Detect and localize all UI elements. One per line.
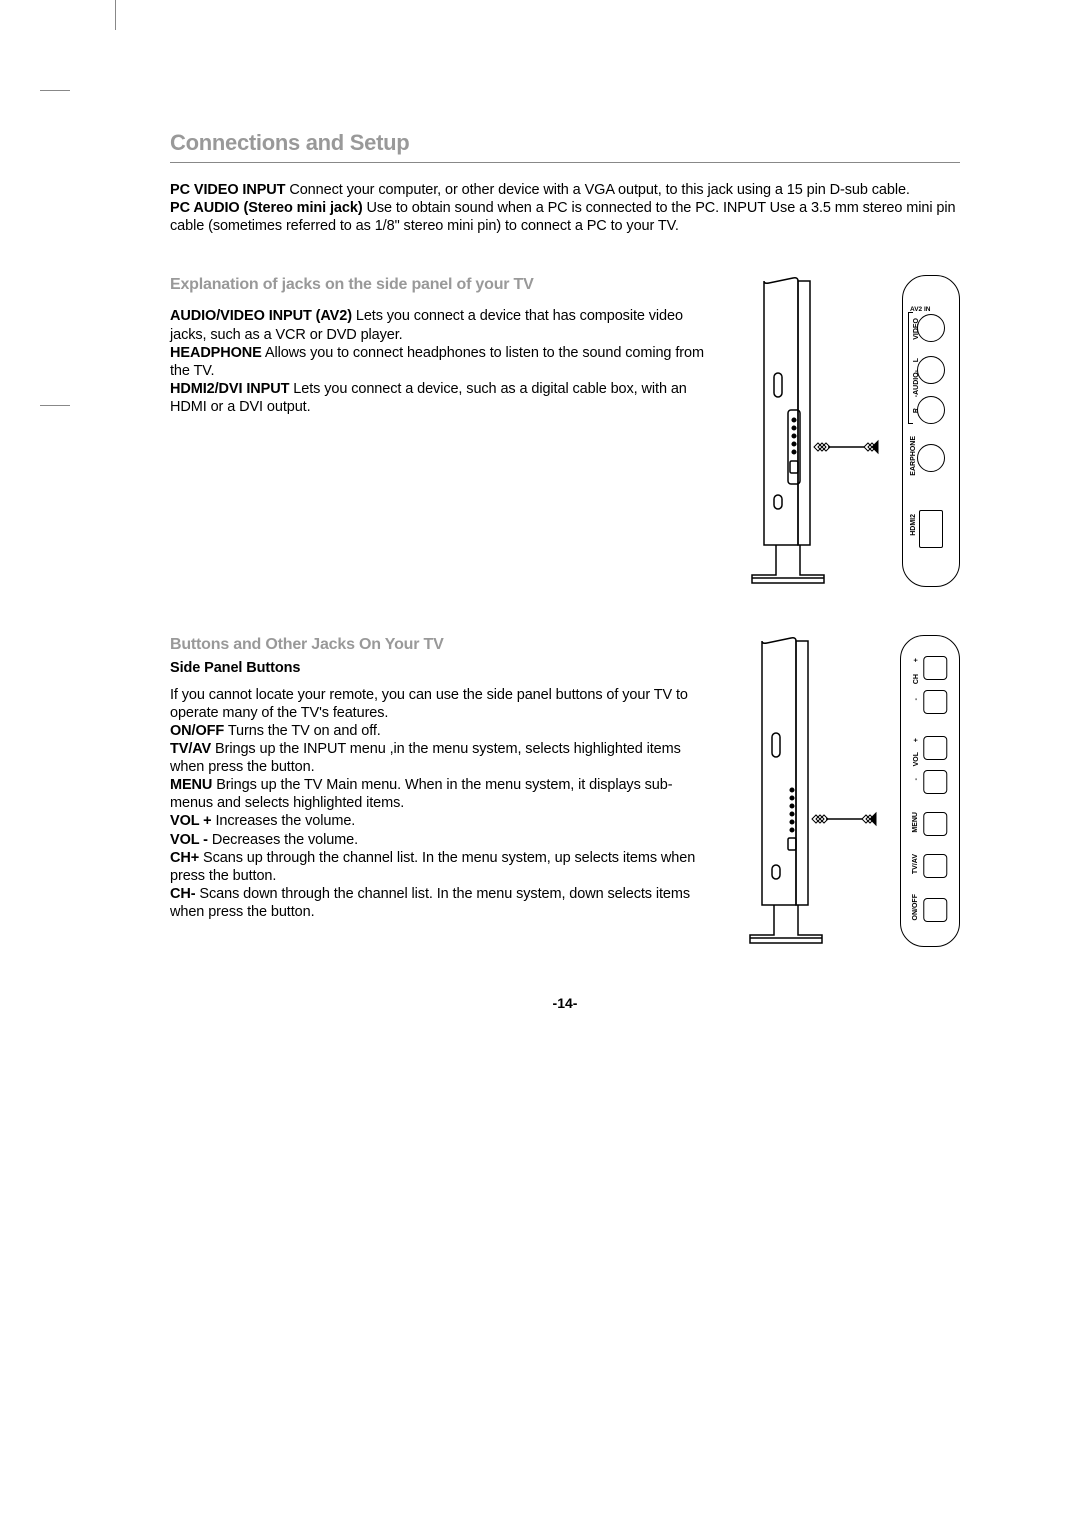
chm-bold: CH- [170, 886, 195, 902]
label-hdmi2: HDMI2 [910, 514, 917, 536]
earphone-jack-icon [917, 444, 945, 472]
menu-bold: MENU [170, 777, 212, 793]
chp-bold: CH+ [170, 850, 199, 866]
section-jacks-figure: AV2 IN VIDEO L -AUDIO- R EARPHONE HDMI2 [728, 275, 960, 595]
buttons-subheading: Side Panel Buttons [170, 659, 706, 677]
label-tvav: TV/AV [912, 854, 919, 874]
audio-r-jack-icon [917, 396, 945, 424]
pc-audio-bold: PC AUDIO (Stereo mini jack) [170, 200, 363, 216]
label-earphone: EARPHONE [910, 436, 917, 476]
hdmi2-jack-icon [919, 510, 943, 548]
chm-text: Scans down through the channel list. In … [170, 886, 690, 920]
section-jacks-text: Explanation of jacks on the side panel o… [170, 275, 708, 595]
label-audio-l: L [913, 358, 920, 362]
page-title: Connections and Setup [170, 130, 960, 156]
tvav-bold: TV/AV [170, 741, 211, 757]
tv-side-profile-icon [726, 635, 886, 955]
label-plus: + [913, 658, 920, 662]
label-audio: -AUDIO- [913, 370, 920, 397]
video-jack-icon [917, 314, 945, 342]
hdmi2-bold: HDMI2/DVI INPUT [170, 381, 289, 397]
label-menu: MENU [912, 812, 919, 833]
label-plus-2: + [913, 738, 920, 742]
jack-panel-diagram: AV2 IN VIDEO L -AUDIO- R EARPHONE HDMI2 [902, 275, 960, 587]
av2-bold: AUDIO/VIDEO INPUT (AV2) [170, 308, 352, 324]
label-av2in: AV2 IN [910, 306, 930, 313]
vol-plus-button-icon [923, 736, 947, 760]
onoff-button-icon [923, 898, 947, 922]
headphone-bold: HEADPHONE [170, 345, 262, 361]
label-video: VIDEO [913, 318, 920, 340]
volm-bold: VOL - [170, 832, 208, 848]
volp-bold: VOL + [170, 813, 212, 829]
ch-minus-button-icon [923, 690, 947, 714]
onoff-text: Turns the TV on and off. [224, 723, 381, 739]
vol-minus-button-icon [923, 770, 947, 794]
section-buttons-figure: + CH - + VOL - MENU TV/AV ON/OFF [726, 635, 960, 955]
tv-side-profile-icon [728, 275, 888, 595]
section-jacks: Explanation of jacks on the side panel o… [170, 275, 960, 595]
chp-text: Scans up through the channel list. In th… [170, 850, 695, 884]
label-minus-2: - [913, 778, 920, 780]
label-vol: VOL [913, 752, 920, 766]
menu-text: Brings up the TV Main menu. When in the … [170, 777, 672, 811]
page-number: -14- [170, 995, 960, 1011]
label-minus: - [913, 698, 920, 700]
ch-plus-button-icon [923, 656, 947, 680]
jacks-heading: Explanation of jacks on the side panel o… [170, 275, 708, 295]
button-panel-diagram: + CH - + VOL - MENU TV/AV ON/OFF [900, 635, 960, 947]
intro-paragraph: PC VIDEO INPUT Connect your computer, or… [170, 181, 960, 235]
section-buttons-text: Buttons and Other Jacks On Your TV Side … [170, 635, 706, 955]
audio-l-jack-icon [917, 356, 945, 384]
buttons-intro: If you cannot locate your remote, you ca… [170, 686, 706, 722]
label-ch: CH [913, 674, 920, 684]
header-rule [170, 162, 960, 163]
crop-mark [40, 90, 70, 91]
tvav-button-icon [923, 854, 947, 878]
crop-mark [40, 405, 70, 406]
crop-mark [115, 0, 116, 30]
pc-video-bold: PC VIDEO INPUT [170, 182, 285, 198]
volm-text: Decreases the volume. [208, 832, 358, 848]
tvav-text: Brings up the INPUT menu ,in the menu sy… [170, 741, 681, 775]
label-onoff: ON/OFF [912, 894, 919, 920]
volp-text: Increases the volume. [212, 813, 356, 829]
label-audio-r: R [913, 408, 920, 413]
onoff-bold: ON/OFF [170, 723, 224, 739]
menu-button-icon [923, 812, 947, 836]
section-buttons: Buttons and Other Jacks On Your TV Side … [170, 635, 960, 955]
buttons-heading: Buttons and Other Jacks On Your TV [170, 635, 706, 655]
pc-video-text: Connect your computer, or other device w… [285, 182, 909, 198]
manual-page: Connections and Setup PC VIDEO INPUT Con… [0, 0, 1080, 1071]
